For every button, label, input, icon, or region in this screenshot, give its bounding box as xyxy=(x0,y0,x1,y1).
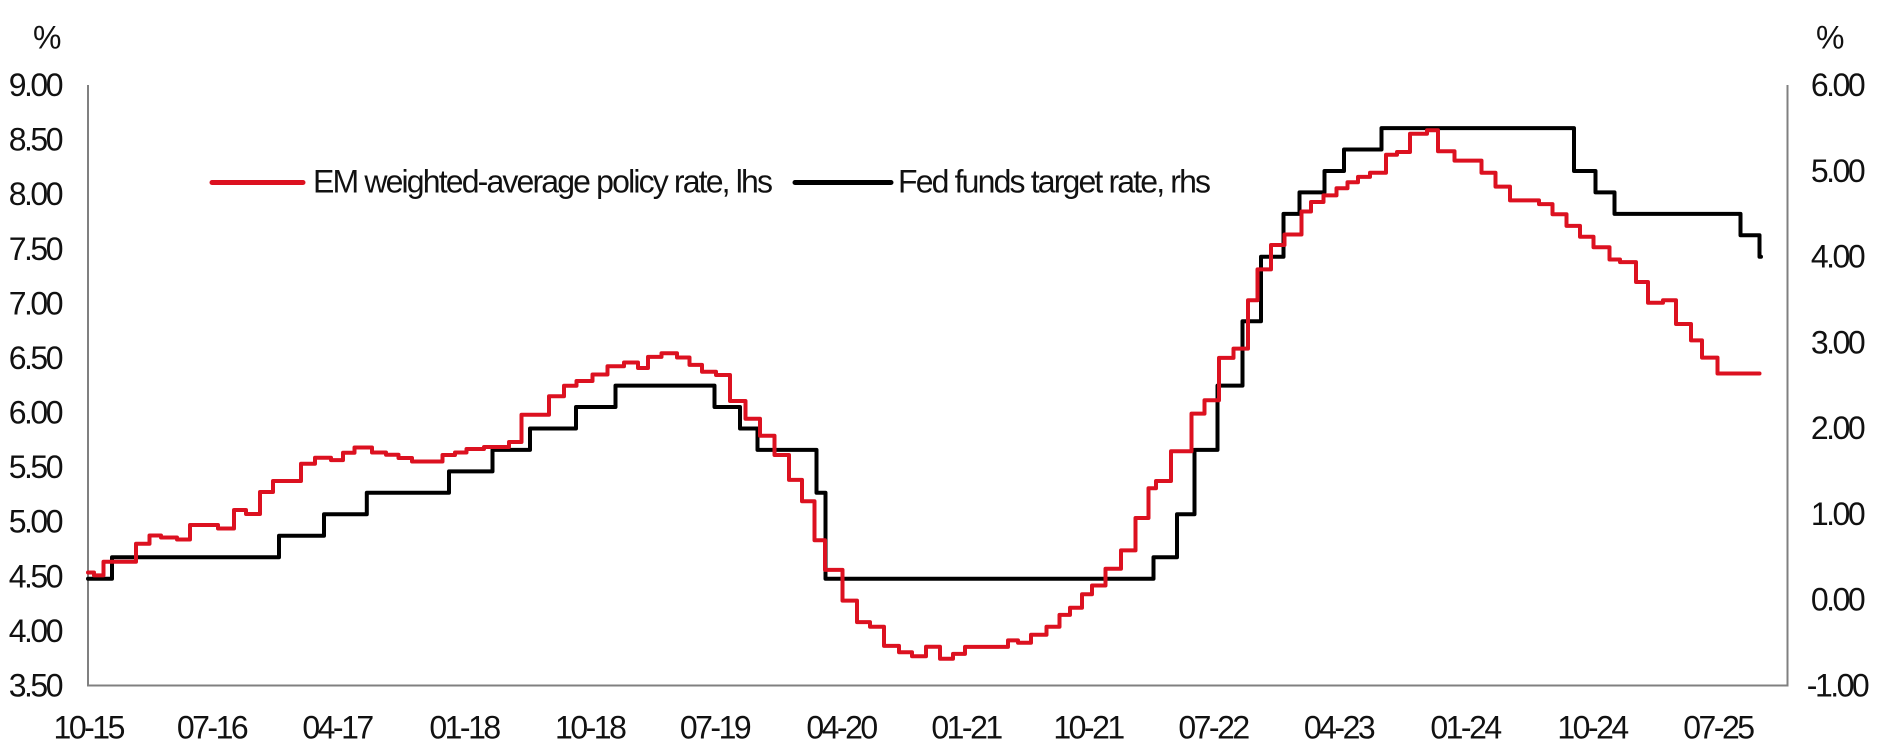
svg-text:4.00: 4.00 xyxy=(1811,239,1865,275)
svg-text:Fed funds target rate, rhs: Fed funds target rate, rhs xyxy=(898,164,1210,200)
svg-text:07-19: 07-19 xyxy=(680,710,751,746)
svg-text:10-18: 10-18 xyxy=(555,710,626,746)
svg-text:10-24: 10-24 xyxy=(1557,710,1628,746)
svg-text:01-24: 01-24 xyxy=(1430,710,1501,746)
svg-text:-1.00: -1.00 xyxy=(1807,668,1869,704)
svg-text:5.00: 5.00 xyxy=(9,504,63,540)
svg-text:7.50: 7.50 xyxy=(9,231,63,267)
svg-text:8.50: 8.50 xyxy=(9,122,63,158)
svg-text:04-17: 04-17 xyxy=(302,710,373,746)
svg-text:6.00: 6.00 xyxy=(1811,67,1865,103)
svg-text:%: % xyxy=(1816,20,1844,56)
svg-text:1.00: 1.00 xyxy=(1811,496,1865,532)
svg-text:07-25: 07-25 xyxy=(1683,710,1754,746)
svg-text:4.00: 4.00 xyxy=(9,613,63,649)
svg-text:7.00: 7.00 xyxy=(9,285,63,321)
svg-text:10-15: 10-15 xyxy=(54,710,125,746)
svg-text:01-18: 01-18 xyxy=(429,710,500,746)
svg-text:6.00: 6.00 xyxy=(9,395,63,431)
svg-text:5.00: 5.00 xyxy=(1811,153,1865,189)
svg-text:0.00: 0.00 xyxy=(1811,582,1865,618)
svg-text:3.00: 3.00 xyxy=(1811,324,1865,360)
svg-text:04-23: 04-23 xyxy=(1304,710,1375,746)
svg-text:3.50: 3.50 xyxy=(9,668,63,704)
svg-text:4.50: 4.50 xyxy=(9,558,63,594)
svg-text:5.50: 5.50 xyxy=(9,449,63,485)
svg-text:01-21: 01-21 xyxy=(931,710,1002,746)
svg-text:8.00: 8.00 xyxy=(9,176,63,212)
svg-text:6.50: 6.50 xyxy=(9,340,63,376)
svg-text:07-22: 07-22 xyxy=(1178,710,1249,746)
svg-text:04-20: 04-20 xyxy=(806,710,877,746)
svg-text:9.00: 9.00 xyxy=(9,67,63,103)
svg-text:10-21: 10-21 xyxy=(1053,710,1124,746)
svg-text:EM weighted-average policy rat: EM weighted-average policy rate, lhs xyxy=(313,164,772,200)
svg-text:2.00: 2.00 xyxy=(1811,410,1865,446)
svg-text:07-16: 07-16 xyxy=(177,710,248,746)
svg-text:%: % xyxy=(33,20,61,56)
